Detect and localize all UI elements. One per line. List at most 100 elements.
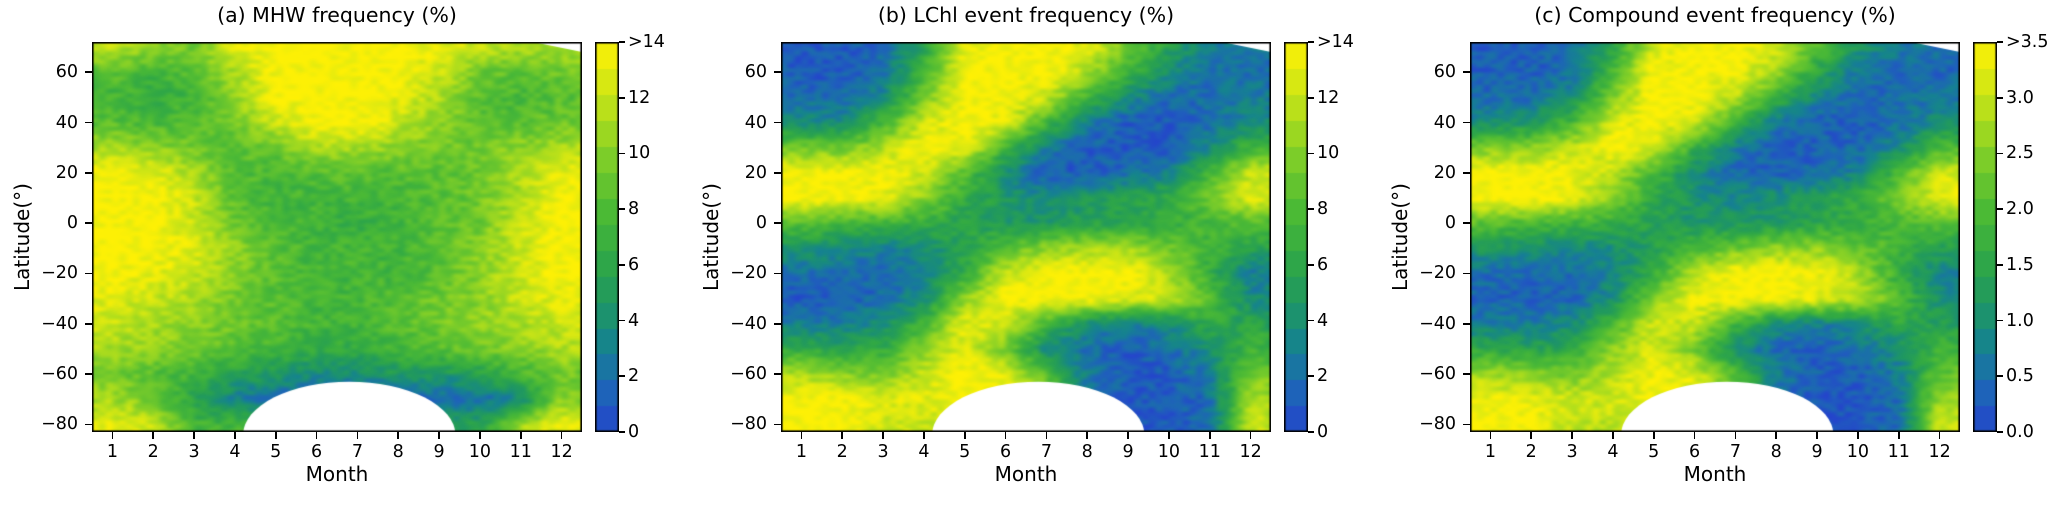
y-tick-label: −80	[41, 414, 78, 435]
x-tick-mark	[1489, 432, 1492, 439]
colorbar-tick-label: 1.5	[2006, 254, 2034, 275]
x-tick-mark	[193, 432, 195, 439]
colorbar-tick-mark	[1997, 431, 2003, 433]
colorbar-tick-mark	[1997, 319, 2003, 322]
x-tick-label: 7	[351, 442, 363, 462]
x-tick-label: 5	[270, 442, 282, 462]
x-tick-label: 5	[1648, 442, 1660, 462]
x-tick-label: 10	[468, 442, 492, 462]
y-tick-mark	[774, 121, 781, 124]
colorbar: 0 2 4 6 8 10 12 >14	[595, 32, 665, 442]
y-tick-label: 60	[1433, 62, 1456, 83]
x-tick-mark	[963, 432, 966, 439]
colorbar-tick-mark	[1308, 208, 1314, 210]
colorbar-tick-mark	[1997, 264, 2003, 266]
colorbar-tick-label: 2	[1317, 366, 1329, 387]
y-tick-mark	[774, 323, 781, 325]
colorbar-tick-label: 2	[628, 366, 640, 387]
colorbar-tick-mark	[1308, 431, 1314, 433]
x-tick-label: 4	[229, 442, 241, 462]
x-tick-mark	[152, 432, 155, 439]
colorbar-tick-label: 12	[1317, 87, 1340, 108]
x-tick-mark	[1693, 432, 1696, 439]
y-tick-label: −40	[41, 313, 78, 334]
y-tick-label: 60	[55, 62, 78, 83]
colorbar-tick-mark	[619, 264, 625, 266]
x-tick-mark	[800, 432, 803, 439]
x-tick-label: 6	[1689, 442, 1701, 462]
y-tick-label: −80	[1419, 414, 1456, 435]
colorbar-tick-mark	[619, 431, 625, 433]
x-tick-label: 10	[1157, 442, 1181, 462]
x-tick-label: 2	[1525, 442, 1537, 462]
colorbar-tick-mark	[1997, 375, 2003, 378]
chart-title: (a) MHW frequency (%)	[217, 3, 457, 27]
y-tick-mark	[774, 423, 781, 426]
x-tick-label: 9	[1122, 442, 1134, 462]
colorbar-tick-mark	[1308, 375, 1314, 378]
y-tick-label: −60	[730, 364, 767, 385]
x-tick-label: 12	[550, 442, 573, 462]
y-tick-label: −20	[730, 263, 767, 284]
y-tick-mark	[774, 172, 781, 174]
panel-lchl-frequency: (b) LChl event frequency (%) Latitude(°)…	[689, 0, 1378, 506]
x-tick-mark	[438, 432, 440, 439]
x-tick-label: 8	[1081, 442, 1093, 462]
colorbar: 0 2 4 6 8 10 12 >14	[1284, 32, 1354, 442]
x-tick-mark	[479, 432, 481, 439]
x-tick-label: 9	[433, 442, 445, 462]
x-tick-label: 2	[836, 442, 848, 462]
x-tick-mark	[1897, 432, 1900, 439]
y-tick-mark	[85, 71, 92, 73]
colorbar-tick-mark	[1308, 152, 1314, 155]
x-tick-mark	[560, 432, 563, 439]
x-tick-label: 11	[1198, 442, 1221, 462]
x-tick-label: 11	[1887, 442, 1910, 462]
y-tick-mark	[1463, 121, 1470, 124]
colorbar-tick-label: 8	[1317, 199, 1329, 220]
y-tick-mark	[774, 373, 781, 375]
colorbar-tick-mark	[1997, 41, 2003, 43]
colorbar-tick-label: 0	[1317, 422, 1329, 442]
colorbar-tick-mark	[1997, 152, 2003, 155]
y-tick-mark	[85, 222, 92, 224]
x-tick-label: 3	[1566, 442, 1578, 462]
x-tick-mark	[1938, 432, 1941, 439]
x-tick-mark	[1571, 432, 1573, 439]
y-tick-mark	[85, 272, 92, 275]
x-tick-mark	[1004, 432, 1007, 439]
colorbar-tick-label: 2.5	[2006, 143, 2034, 164]
x-tick-mark	[1045, 432, 1048, 439]
colorbar-tick-label: 3.0	[2006, 87, 2034, 108]
x-tick-label: 2	[147, 442, 159, 462]
x-tick-mark	[1734, 432, 1737, 439]
y-tick-label: 20	[1433, 162, 1456, 183]
colorbar-tick-mark	[1308, 41, 1314, 43]
colorbar-canvas	[595, 42, 619, 432]
x-tick-label: 12	[1928, 442, 1951, 462]
x-tick-mark	[234, 432, 236, 439]
y-tick-label: −60	[41, 364, 78, 385]
colorbar-tick-label: 2.0	[2006, 199, 2034, 220]
y-tick-mark	[85, 172, 92, 174]
y-tick-mark	[85, 323, 92, 325]
colorbar: 0.0 0.5 1.0 1.5 2.0 2.5 3.0 >3.5	[1973, 32, 2049, 442]
colorbar-tick-mark	[1997, 208, 2003, 210]
colorbar-tick-mark	[619, 319, 625, 322]
colorbar-tick-label: 10	[628, 143, 651, 164]
x-tick-mark	[274, 432, 277, 439]
plot-area: 60 40 20 0 −20 −40 −60 −80 1 2 3 4 5 6 7 8 9 10 11 12	[1419, 42, 1960, 462]
y-tick-label: −20	[41, 263, 78, 284]
y-tick-label: −40	[1419, 313, 1456, 334]
colorbar-tick-mark	[619, 152, 625, 155]
x-tick-label: 12	[1239, 442, 1262, 462]
y-tick-mark	[774, 272, 781, 275]
y-tick-mark	[85, 373, 92, 375]
y-tick-label: −60	[1419, 364, 1456, 385]
y-tick-label: −40	[730, 313, 767, 334]
colorbar-tick-label: >14	[1317, 32, 1354, 52]
plot-area: 60 40 20 0 −20 −40 −60 −80 1 2 3 4 5 6 7 8 9 10 11 12	[41, 42, 582, 462]
x-tick-mark	[315, 432, 318, 439]
x-tick-label: 6	[311, 442, 323, 462]
